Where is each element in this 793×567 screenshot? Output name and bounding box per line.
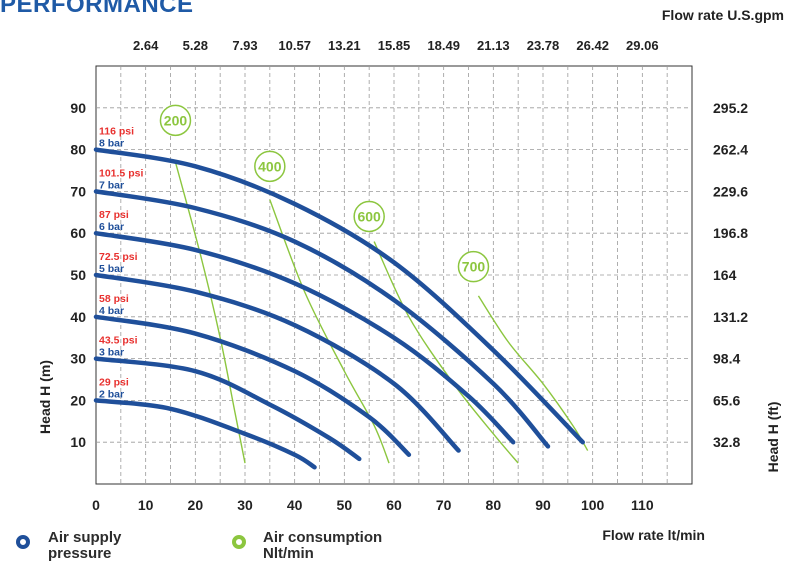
right-y-tick-label: 196.8 (713, 225, 748, 241)
x-tick-label: 100 (581, 497, 605, 513)
x-tick-label: 30 (237, 497, 253, 513)
x-tick-label: 110 (631, 497, 654, 513)
pressure-bar-label: 6 bar (99, 221, 124, 233)
top-x-tick-label: 2.64 (133, 38, 159, 53)
right-y-tick-label: 164 (713, 267, 737, 283)
pressure-psi-label: 101.5 psi (99, 167, 143, 179)
pressure-curve-5-bar (93, 272, 461, 453)
right-y-tick-label: 229.6 (713, 183, 748, 199)
pressure-bar-label: 4 bar (99, 305, 124, 317)
pressure-bar-label: 2 bar (99, 388, 124, 400)
pressure-bar-label: 8 bar (99, 138, 124, 150)
pressure-psi-label: 87 psi (99, 209, 129, 221)
x-tick-label: 20 (188, 497, 204, 513)
y-tick-label: 80 (70, 142, 86, 158)
pressure-curve-6-bar (93, 230, 516, 445)
pressure-curve-7-bar (93, 189, 551, 449)
y-tick-label: 40 (70, 309, 86, 325)
top-x-tick-label: 21.13 (477, 38, 510, 53)
x-tick-label: 10 (138, 497, 154, 513)
right-y-tick-label: 98.4 (713, 351, 740, 367)
pressure-psi-label: 58 psi (99, 293, 129, 305)
y-tick-label: 50 (70, 267, 86, 283)
air-consumption-badge (254, 150, 286, 183)
y-tick-label: 70 (70, 183, 86, 199)
air-consumption-label: 600 (357, 208, 381, 224)
pressure-bar-label: 7 bar (99, 179, 124, 191)
y-tick-label: 60 (70, 225, 86, 241)
pressure-curve-3-bar (93, 356, 362, 462)
air-consumption-legend-icon (232, 535, 246, 549)
top-x-tick-label: 13.21 (328, 38, 361, 53)
air-consumption-curve-400 (269, 199, 390, 464)
top-x-tick-label: 23.78 (527, 38, 560, 53)
air-consumption-badge (159, 104, 192, 137)
top-x-tick-label: 26.42 (576, 38, 609, 53)
right-y-tick-label: 32.8 (713, 434, 740, 450)
right-y-tick-label: 295.2 (713, 100, 748, 116)
pressure-bar-label: 5 bar (99, 263, 124, 275)
x-tick-label: 60 (386, 497, 402, 513)
pressure-curve-2-bar (93, 398, 317, 470)
page-title: PERFORMANCE (0, 0, 194, 18)
air-consumption-legend-label: Air consumption Nlt/min (263, 529, 383, 562)
pressure-psi-label: 116 psi (99, 126, 134, 138)
right-y-tick-label: 131.2 (713, 309, 748, 325)
pressure-psi-label: 43.5 psi (99, 335, 138, 347)
x-tick-label: 70 (436, 497, 452, 513)
x-axis-title: Flow rate lt/min (602, 527, 705, 543)
air-consumption-badge (353, 200, 385, 233)
air-supply-legend-icon (16, 535, 30, 549)
top-x-tick-label: 10.57 (278, 38, 311, 53)
top-x-tick-label: 29.06 (626, 38, 659, 53)
y-tick-label: 90 (70, 100, 86, 116)
x-tick-label: 80 (486, 497, 502, 513)
top-x-tick-label: 5.28 (183, 38, 208, 53)
pressure-psi-label: 72.5 psi (99, 251, 138, 263)
air-consumption-curve-200 (174, 161, 246, 464)
top-x-tick-label: 15.85 (378, 38, 411, 53)
air-supply-legend-label: Air supply pressure (48, 529, 122, 562)
pressure-curve-4-bar (93, 314, 412, 457)
x-tick-label: 90 (535, 497, 551, 513)
pressure-psi-label: 29 psi (99, 376, 129, 388)
x-tick-label: 40 (287, 497, 303, 513)
x-tick-label: 0 (92, 497, 100, 513)
top-axis-title: Flow rate U.S.gpm (662, 7, 784, 23)
top-x-tick-label: 7.93 (232, 38, 257, 53)
y-tick-label: 30 (70, 351, 86, 367)
right-y-tick-label: 262.4 (713, 142, 748, 158)
top-x-tick-label: 18.49 (427, 38, 460, 53)
y-axis-title: Head H (m) (37, 360, 53, 434)
air-consumption-badge (457, 250, 490, 283)
air-consumption-label: 200 (164, 112, 188, 128)
right-y-tick-label: 65.6 (713, 392, 740, 408)
right-y-axis-title: Head H (ft) (765, 402, 781, 473)
air-consumption-label: 400 (258, 158, 282, 174)
pressure-bar-label: 3 bar (99, 347, 124, 359)
x-tick-label: 50 (337, 497, 353, 513)
air-consumption-label: 700 (462, 259, 486, 275)
pressure-curve-8-bar (93, 147, 585, 445)
y-tick-label: 10 (70, 434, 86, 450)
y-tick-label: 20 (70, 392, 86, 408)
